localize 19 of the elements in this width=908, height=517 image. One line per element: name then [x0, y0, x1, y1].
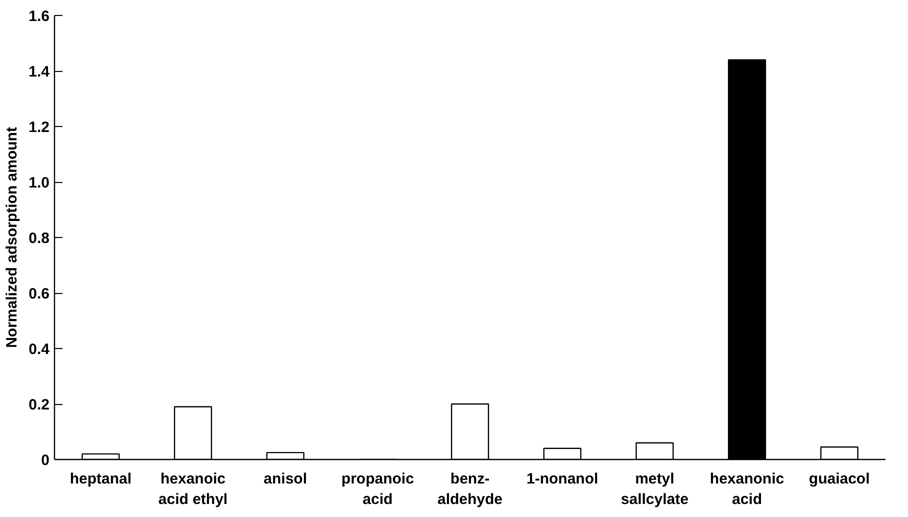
- x-tick-label: 1-nonanol: [526, 470, 598, 488]
- x-tick-label: heptanal: [70, 470, 132, 488]
- y-tick-label: 1.0: [28, 174, 50, 192]
- y-tick-label: 0.4: [28, 341, 50, 358]
- y-tick-label: 0.8: [28, 230, 50, 247]
- y-tick-label: 1.4: [28, 64, 50, 80]
- x-tick-label: metyl sallcylate: [620, 470, 688, 508]
- x-tick-label: guaiacol: [808, 470, 870, 488]
- y-tick-label: 1.6: [28, 8, 50, 25]
- y-tick-label: 0.2: [28, 396, 50, 414]
- y-axis-title: Normalized adsorption amount: [4, 127, 21, 348]
- y-tick-label: 0: [41, 452, 50, 469]
- x-tick-label: hexanonic acid: [710, 470, 784, 508]
- x-tick-label: hexanoic acid ethyl: [158, 470, 228, 508]
- y-tick-label: 0.6: [28, 286, 50, 302]
- x-tick-label: benz-aldehyde: [437, 470, 503, 508]
- x-tick-label: anisol: [264, 470, 308, 488]
- y-tick-label: 1.2: [28, 119, 50, 136]
- x-tick-label: propanoic acid: [341, 470, 414, 508]
